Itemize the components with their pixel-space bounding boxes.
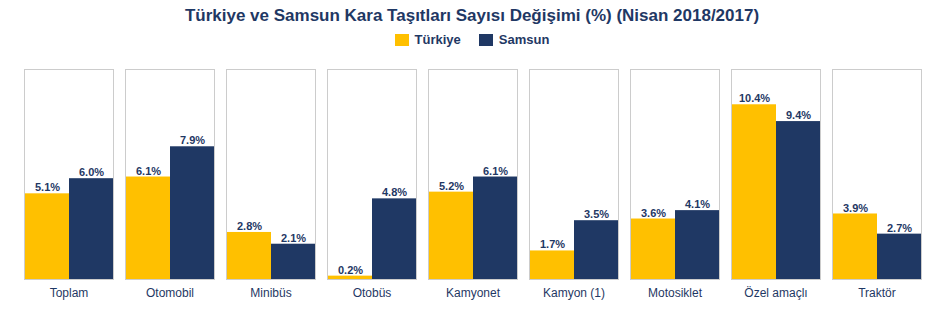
svg-text:5.2%: 5.2% bbox=[439, 180, 464, 192]
svg-text:7.9%: 7.9% bbox=[180, 134, 205, 146]
svg-text:3.6%: 3.6% bbox=[641, 207, 666, 219]
svg-text:Kamyon (1): Kamyon (1) bbox=[543, 286, 605, 300]
svg-text:0.2%: 0.2% bbox=[338, 264, 363, 276]
svg-text:6.1%: 6.1% bbox=[136, 165, 161, 177]
svg-text:6.0%: 6.0% bbox=[79, 166, 104, 178]
svg-text:4.8%: 4.8% bbox=[382, 186, 407, 198]
svg-text:Motosiklet: Motosiklet bbox=[648, 286, 703, 300]
svg-text:2.7%: 2.7% bbox=[887, 222, 912, 234]
svg-text:Kamyonet: Kamyonet bbox=[446, 286, 501, 300]
svg-text:4.1%: 4.1% bbox=[685, 198, 710, 210]
svg-text:Toplam: Toplam bbox=[50, 286, 89, 300]
svg-text:10.4%: 10.4% bbox=[739, 92, 770, 104]
svg-text:2.8%: 2.8% bbox=[237, 220, 262, 232]
svg-text:Otobüs: Otobüs bbox=[353, 286, 392, 300]
svg-text:5.1%: 5.1% bbox=[35, 181, 60, 193]
svg-text:Özel amaçlı: Özel amaçlı bbox=[744, 286, 807, 300]
html-text:Samsun: Samsun bbox=[498, 32, 550, 47]
svg-text:6.1%: 6.1% bbox=[483, 165, 508, 177]
html-text:Türkiye ve Samsun Kara Taşıtla: Türkiye ve Samsun Kara Taşıtları Sayısı … bbox=[184, 6, 760, 25]
svg-text:3.5%: 3.5% bbox=[584, 208, 609, 220]
svg-text:Otomobil: Otomobil bbox=[146, 286, 194, 300]
svg-text:Traktör: Traktör bbox=[858, 286, 896, 300]
svg-text:1.7%: 1.7% bbox=[540, 238, 565, 250]
svg-text:9.4%: 9.4% bbox=[786, 109, 811, 121]
svg-text:3.9%: 3.9% bbox=[843, 202, 868, 214]
svg-text:Minibüs: Minibüs bbox=[250, 286, 291, 300]
html-text:Türkiye: Türkiye bbox=[414, 32, 461, 47]
svg-text:2.1%: 2.1% bbox=[281, 232, 306, 244]
